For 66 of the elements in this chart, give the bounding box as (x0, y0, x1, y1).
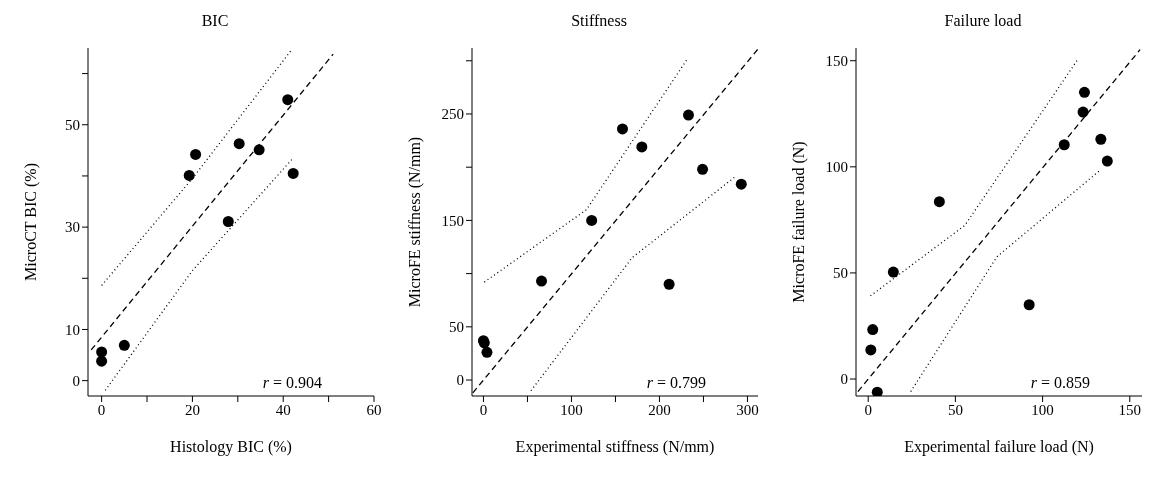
point (871, 386, 883, 396)
point (282, 94, 294, 106)
y-tick-label: 50 (833, 265, 848, 282)
x-tick-label: 40 (275, 401, 291, 418)
chart-title: BIC (200, 12, 230, 30)
x-tick-label: 100 (1031, 401, 1054, 418)
y-axis-title: MicroFE stiffness (N/mm) (405, 136, 424, 308)
x-axis-title: Histology BIC (%) (170, 438, 292, 456)
x-axis-title: Experimental stiffness (N/mm) (515, 438, 715, 456)
point (636, 141, 648, 153)
point (663, 278, 675, 290)
point (1077, 106, 1089, 118)
y-tick-label: 0 (840, 371, 848, 388)
point (616, 123, 628, 135)
chart-title: Failure load (943, 12, 1023, 30)
annotation: r = 0.859 (1030, 374, 1090, 392)
y-tick-label: 0 (72, 372, 80, 389)
y-tick-label: 250 (441, 106, 464, 123)
x-axis-title: Experimental failure load (N) (904, 438, 1094, 456)
point (1078, 86, 1090, 98)
annotation: r = 0.904 (262, 374, 322, 392)
y-tick-label: 100 (825, 159, 848, 176)
x-tick-label: 0 (479, 401, 488, 418)
point (1101, 155, 1113, 167)
x-tick-label: 300 (736, 401, 759, 418)
y-tick-label: 50 (449, 319, 464, 336)
point (1095, 133, 1107, 145)
x-tick-label: 200 (648, 401, 671, 418)
point (253, 144, 265, 156)
y-tick-label: 0 (456, 372, 464, 389)
point (118, 339, 130, 351)
point (933, 196, 945, 208)
point (865, 344, 877, 356)
annotation: r = 0.799 (646, 374, 706, 392)
x-tick-label: 0 (97, 401, 106, 418)
x-tick-label: 20 (184, 401, 200, 418)
y-tick-label: 50 (65, 117, 80, 134)
point (697, 163, 709, 175)
point (536, 275, 548, 287)
y-axis-title: MicroCT BIC (%) (21, 163, 40, 281)
y-tick-label: 10 (65, 321, 80, 338)
point (735, 178, 747, 190)
point (867, 324, 879, 336)
point (96, 355, 108, 367)
point (190, 148, 202, 160)
point (682, 109, 694, 121)
point (183, 169, 195, 181)
y-tick-label: 30 (65, 219, 80, 236)
y-tick-label: 150 (825, 53, 848, 70)
point (887, 266, 899, 278)
y-axis-title: MicroFE failure load (N) (789, 141, 808, 303)
x-tick-label: 100 (560, 401, 583, 418)
y-tick-label: 150 (441, 212, 464, 229)
point (96, 346, 108, 358)
x-tick-label: 0 (864, 401, 872, 418)
point (481, 346, 493, 358)
point (233, 138, 245, 150)
x-tick-label: 50 (947, 401, 963, 418)
x-tick-label: 150 (1118, 401, 1142, 418)
point (287, 167, 299, 179)
x-tick-label: 60 (366, 401, 382, 418)
chart-title: Stiffness (570, 12, 628, 30)
point (222, 215, 234, 227)
point (1023, 299, 1035, 311)
point (586, 214, 598, 226)
point (1058, 139, 1070, 151)
